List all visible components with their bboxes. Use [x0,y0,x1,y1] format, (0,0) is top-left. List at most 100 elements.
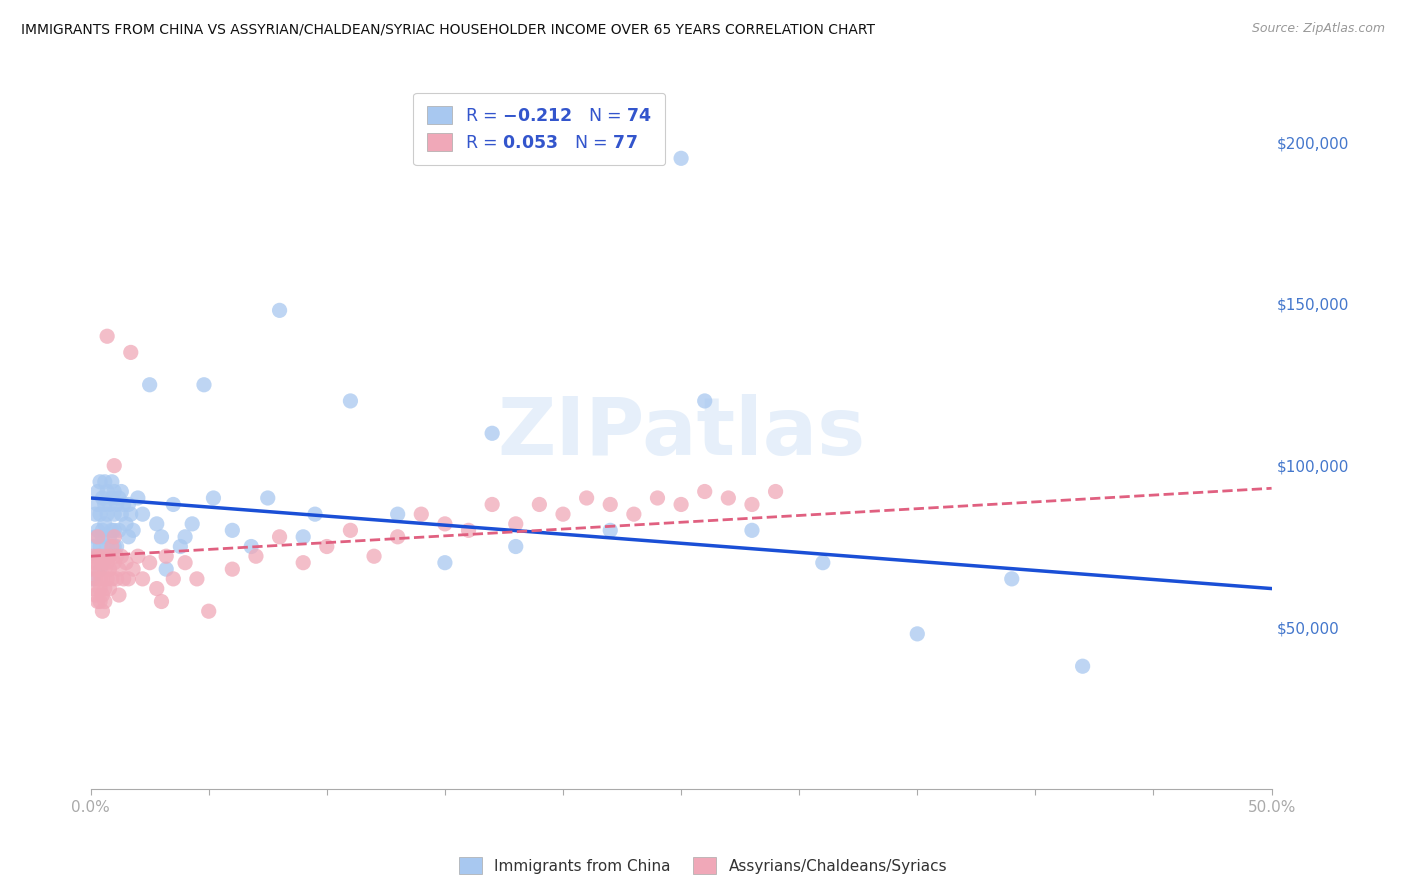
Point [94,594,117,608]
Point [89,562,111,576]
Point [339,524,361,538]
Point [765,484,787,499]
Point [94,582,117,596]
Point [89,549,111,564]
Point [131,507,153,521]
Point [103,556,125,570]
Point [91,524,114,538]
Point [150,530,173,544]
Point [82,572,104,586]
Point [122,524,145,538]
Point [101,540,124,554]
Point [741,498,763,512]
Point [96,507,118,521]
Point [110,484,132,499]
Point [96,556,118,570]
Point [1001,572,1024,586]
Point [84,572,107,586]
Point [103,530,125,544]
Point [575,491,598,505]
Point [717,491,740,505]
Point [96,329,118,343]
Point [127,549,149,564]
Point [162,572,184,586]
Point [108,491,131,505]
Point [122,562,145,576]
Point [186,572,208,586]
Point [647,491,669,505]
Point [103,484,125,499]
Point [94,498,117,512]
Point [599,498,621,512]
Point [112,572,135,586]
Point [86,549,108,564]
Point [98,582,121,596]
Point [155,549,177,564]
Point [221,524,243,538]
Point [505,516,527,531]
Point [256,491,278,505]
Point [108,562,131,576]
Point [174,530,197,544]
Point [91,530,114,544]
Text: IMMIGRANTS FROM CHINA VS ASSYRIAN/CHALDEAN/SYRIAC HOUSEHOLDER INCOME OVER 65 YEA: IMMIGRANTS FROM CHINA VS ASSYRIAN/CHALDE… [21,22,875,37]
Point [117,498,139,512]
Point [82,582,104,596]
Point [98,549,121,564]
Point [120,507,142,521]
Point [221,562,243,576]
Point [110,549,132,564]
Point [181,516,204,531]
Legend: R = $\bf{-0.212}$   N = $\bf{74}$, R = $\bf{0.053}$   N = $\bf{77}$: R = $\bf{-0.212}$ N = $\bf{74}$, R = $\b… [413,93,665,165]
Point [94,549,117,564]
Point [245,549,267,564]
Point [269,303,291,318]
Point [145,582,167,596]
Point [115,516,138,531]
Point [94,475,117,489]
Point [105,540,128,554]
Point [315,540,337,554]
Point [433,556,456,570]
Point [433,516,456,531]
Point [103,458,125,473]
Point [89,475,111,489]
Point [103,507,125,521]
Point [82,562,104,576]
Point [693,484,716,499]
Point [669,498,692,512]
Point [174,556,197,570]
Point [91,604,114,618]
Point [89,582,111,596]
Point [86,530,108,544]
Point [169,540,191,554]
Point [193,377,215,392]
Point [86,549,108,564]
Point [110,507,132,521]
Point [197,604,219,618]
Point [905,627,928,641]
Point [117,530,139,544]
Point [98,498,121,512]
Point [105,498,128,512]
Point [84,588,107,602]
Point [84,530,107,544]
Point [269,530,291,544]
Point [623,507,645,521]
Point [89,507,111,521]
Point [89,572,111,586]
Point [127,491,149,505]
Point [98,530,121,544]
Point [101,491,124,505]
Point [101,475,124,489]
Point [112,498,135,512]
Point [120,345,142,359]
Point [529,498,551,512]
Text: ZIPatlas: ZIPatlas [496,394,865,472]
Point [457,524,479,538]
Point [91,556,114,570]
Point [91,556,114,570]
Point [481,498,503,512]
Point [741,524,763,538]
Point [91,588,114,602]
